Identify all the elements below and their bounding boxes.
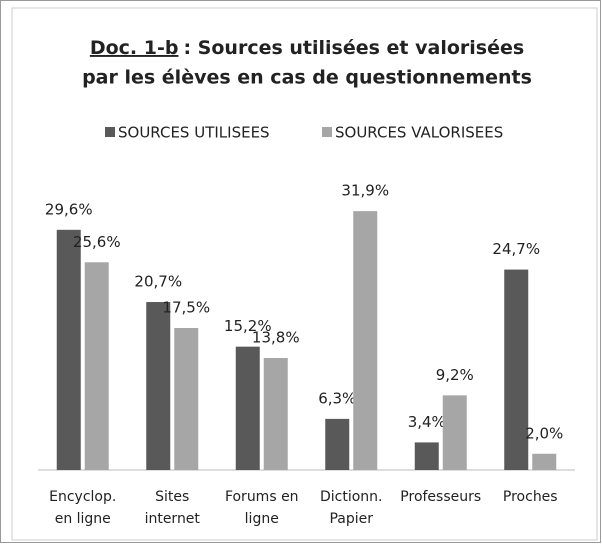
x-tick-label: en ligne (55, 511, 111, 527)
bar (504, 269, 529, 470)
data-label: 20,7% (134, 273, 182, 291)
data-label: 13,8% (252, 329, 300, 347)
legend-swatch (322, 127, 332, 137)
bar (56, 229, 81, 470)
bar (532, 453, 557, 470)
bar (146, 302, 171, 470)
data-label: 25,6% (73, 233, 121, 251)
title-line: : Sources utilisées et valorisées (183, 37, 524, 59)
chart-area (11, 7, 598, 541)
title-prefix: Doc. 1-b (90, 37, 179, 59)
data-label: 3,4% (408, 413, 446, 431)
bar (325, 418, 350, 470)
data-label: 29,6% (45, 200, 93, 218)
bar (174, 328, 199, 470)
data-label: 6,3% (318, 389, 356, 407)
data-label: 9,2% (436, 366, 474, 384)
x-tick-label: internet (145, 511, 201, 527)
bar (442, 395, 467, 470)
x-tick-label: Sites (155, 489, 189, 505)
chart-title: par les élèves en cas de questionnements (82, 67, 532, 89)
x-tick-label: Dictionn. (320, 489, 383, 505)
x-tick-label: Professeurs (400, 489, 481, 505)
x-tick-label: Forums en (225, 489, 299, 505)
legend-label: SOURCES VALORISEES (335, 124, 503, 142)
data-label: 31,9% (341, 182, 389, 200)
x-tick-label: Proches (503, 489, 558, 505)
data-label: 17,5% (162, 299, 210, 317)
data-label: 24,7% (492, 240, 540, 258)
legend-swatch (105, 127, 115, 137)
bar (414, 442, 439, 470)
data-label: 15,2% (224, 317, 272, 335)
data-label: 2,0% (525, 424, 563, 442)
x-tick-label: Papier (329, 511, 373, 527)
bar (235, 346, 260, 470)
bar (84, 262, 109, 470)
legend-label: SOURCES UTILISEES (118, 124, 270, 142)
bar (263, 358, 288, 470)
x-tick-label: ligne (245, 511, 279, 527)
bar (353, 211, 378, 470)
x-tick-label: Encyclop. (49, 489, 116, 505)
chart-title: Doc. 1-b: Sources utilisées et valorisée… (90, 37, 524, 59)
